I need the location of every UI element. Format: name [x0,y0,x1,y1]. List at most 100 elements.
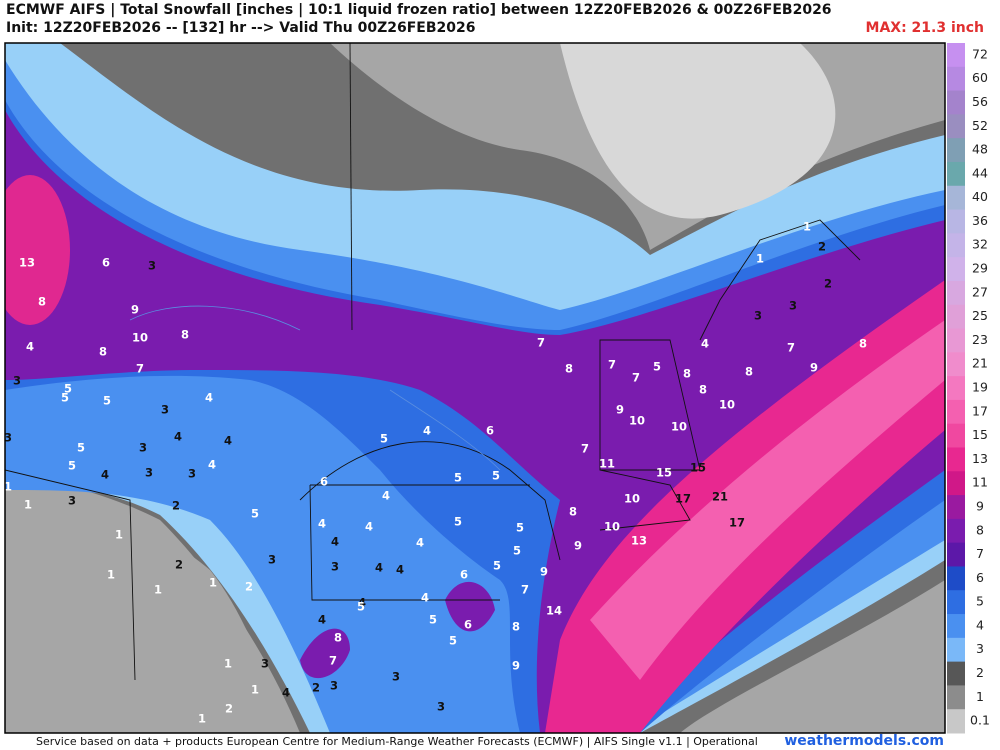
colorbar-label: 40 [972,189,988,204]
map-value-label: 5 [429,613,437,627]
map-value-label: 5 [357,600,365,614]
map-value-label: 8 [512,620,520,634]
map-value-label: 2 [824,277,832,291]
colorbar-label: 1 [976,689,984,704]
map-value-label: 7 [581,442,589,456]
colorbar-label: 56 [972,94,988,109]
map-value-label: 7 [608,358,616,372]
map-value-label: 1 [803,220,811,234]
map-value-label: 8 [745,365,753,379]
map-value-label: 4 [375,561,383,575]
map-value-label: 4 [174,430,182,444]
colorbar-label: 60 [972,70,988,85]
colorbar-swatch [947,661,965,686]
map-value-label: 3 [161,403,169,417]
map-value-label: 9 [540,565,548,579]
map-value-label: 1 [756,252,764,266]
map-value-label: 15 [690,461,706,475]
map-value-label: 4 [208,458,216,472]
map-value-label: 8 [99,345,107,359]
map-value-label: 4 [396,563,404,577]
map-value-label: 2 [818,240,826,254]
colorbar-swatch [947,495,965,520]
footer-site[interactable]: weathermodels.com [784,733,944,749]
map-value-label: 4 [101,468,109,482]
map-value-label: 1 [115,528,123,542]
map-value-label: 4 [416,536,424,550]
colorbar-label: 17 [972,403,988,418]
colorbar-label: 3 [976,641,984,656]
colorbar-swatch [947,542,965,567]
colorbar-label: 5 [976,594,984,609]
colorbar-swatch [947,233,965,258]
map-value-label: 1 [209,576,217,590]
colorbar-label: 19 [972,380,988,395]
map-value-label: 2 [225,702,233,716]
map-value-label: 8 [181,328,189,342]
map-value-label: 2 [172,499,180,513]
colorbar-label: 29 [972,261,988,276]
map-value-label: 7 [787,341,795,355]
colorbar-label: 6 [976,570,984,585]
colorbar-label: 72 [972,46,988,61]
colorbar-label: 8 [976,522,984,537]
colorbar-label: 25 [972,308,988,323]
map-value-label: 5 [493,559,501,573]
map-value-label: 3 [68,494,76,508]
map-value-label: 8 [38,295,46,309]
subtitle: Init: 12Z20FEB2026 -- [132] hr --> Valid… [6,20,476,36]
colorbar-swatch [947,376,965,401]
colorbar-label: 13 [972,451,988,466]
colorbar-label: 27 [972,284,988,299]
map-value-label: 5 [251,507,259,521]
map-value-label: 3 [268,553,276,567]
map-value-label: 3 [754,309,762,323]
map-value-label: 3 [4,431,12,445]
map-value-label: 3 [789,299,797,313]
map-value-label: 4 [318,613,326,627]
colorbar-swatch [947,518,965,544]
colorbar-swatch [947,637,965,663]
map-value-label: 6 [320,475,328,489]
colorbar-label: 52 [972,118,988,133]
map-value-label: 3 [392,670,400,684]
colorbar-swatch [947,614,965,639]
map-value-label: 10 [624,492,640,506]
colorbar-swatch [947,90,965,115]
map-value-label: 9 [616,403,624,417]
colorbar-swatch [947,685,965,710]
map-value-label: 11 [599,457,615,471]
map-value-label: 6 [102,256,110,270]
colorbar-swatch [947,185,965,211]
map-value-label: 1 [107,568,115,582]
map-value-label: 5 [103,394,111,408]
map-value-label: 4 [358,596,366,610]
colorbar-label: 2 [976,665,984,680]
map-value-label: 5 [516,521,524,535]
map-value-label: 7 [537,336,545,350]
map-value-label: 1 [154,583,162,597]
map-value-label: 5 [492,469,500,483]
map-value-label: 5 [64,382,72,396]
colorbar-swatch [947,328,965,353]
map-value-label: 3 [437,700,445,714]
map-value-label: 2 [245,580,253,594]
footer-credit: Service based on data + products Europea… [36,735,758,748]
map-value-label: 7 [521,583,529,597]
map-value-label: 3 [148,259,156,273]
map-value-label: 8 [565,362,573,376]
map-value-label: 8 [859,337,867,351]
map-value-label: 5 [449,634,457,648]
colorbar-swatch [947,257,965,282]
colorbar-swatch [947,43,965,68]
map-value-label: 4 [282,686,290,700]
colorbar-swatch [947,590,965,615]
map-value-label: 9 [810,361,818,375]
map-value-label: 17 [729,516,745,530]
colorbar-swatch [947,114,965,139]
map-value-label: 6 [464,618,472,632]
colorbar-swatch [947,471,965,496]
map-value-label: 3 [139,441,147,455]
